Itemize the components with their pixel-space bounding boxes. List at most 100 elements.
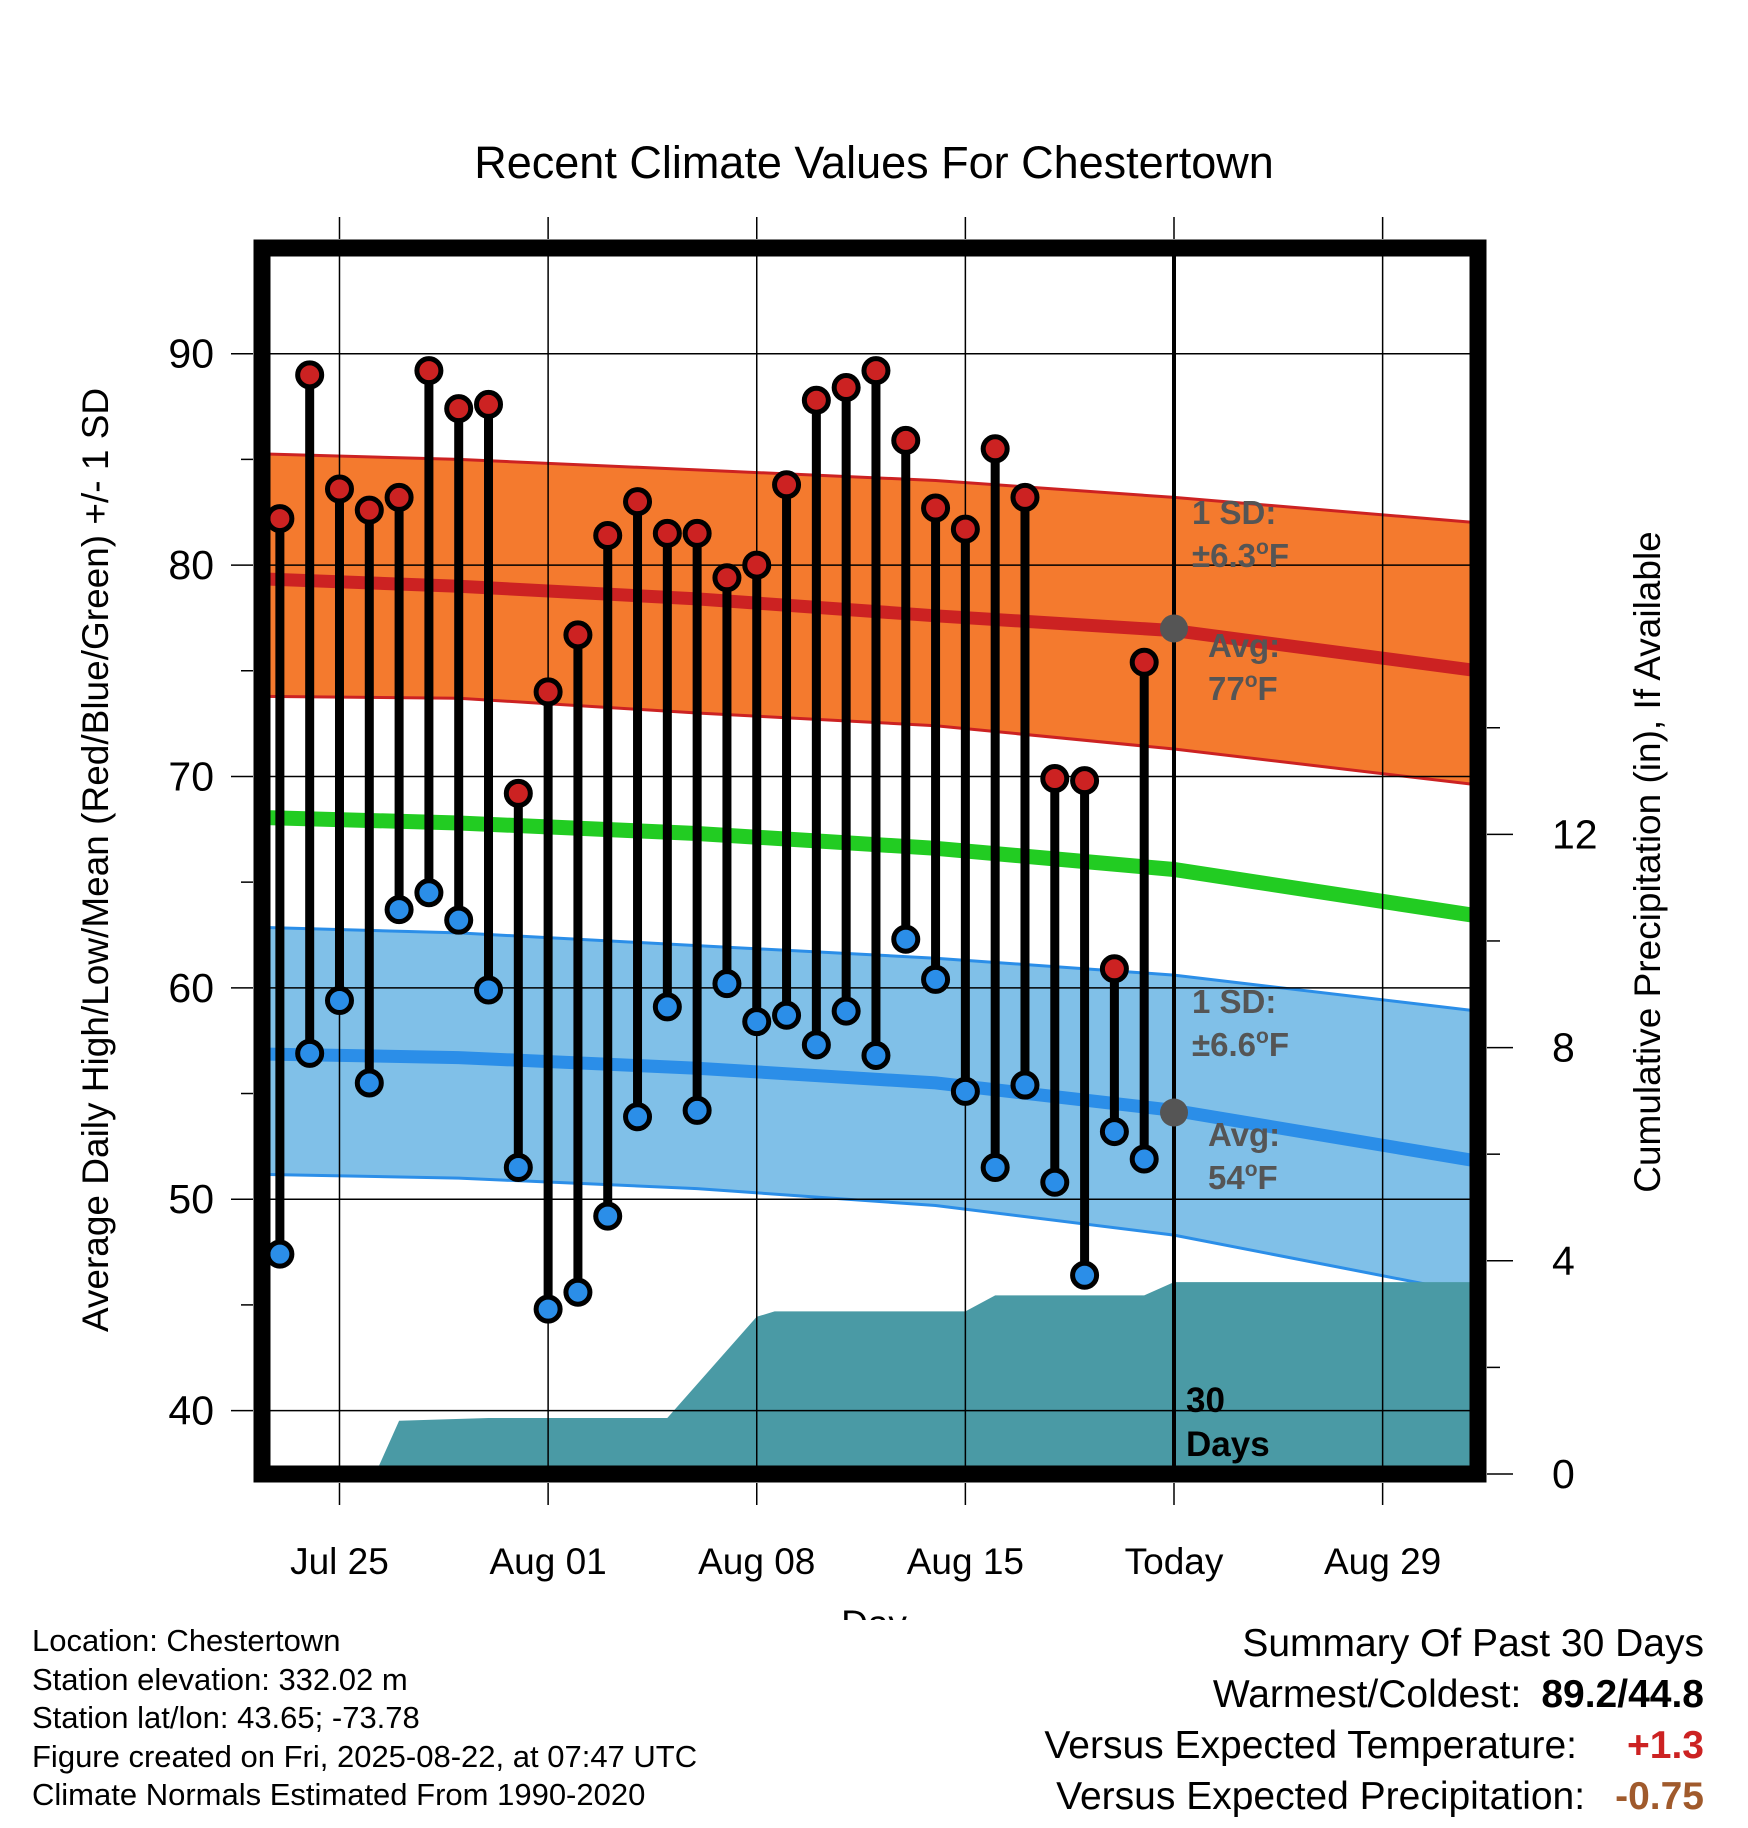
low-temp-point bbox=[1070, 1260, 1100, 1290]
x-tick-label: Jul 25 bbox=[290, 1541, 389, 1582]
summary-panel: Summary Of Past 30 Days Warmest/Coldest:… bbox=[1044, 1618, 1704, 1822]
high-temp-point bbox=[712, 563, 742, 593]
low-temp-point bbox=[265, 1239, 295, 1269]
high-temp-point bbox=[891, 425, 921, 455]
warmest-coldest-row: Warmest/Coldest: 89.2/44.8 bbox=[1044, 1669, 1704, 1720]
low-temp-point bbox=[682, 1095, 712, 1125]
plot-area: 30 Days 1 SD: ±6.3oF Avg: 77oF 1 SD: ±6.6oF Avg:… bbox=[262, 248, 1478, 1474]
precipitation-anomaly-value: -0.75 bbox=[1615, 1775, 1704, 1818]
chart-title: Recent Climate Values For Chestertown bbox=[474, 137, 1274, 188]
high-temp-point bbox=[265, 504, 295, 534]
low-normal-line bbox=[262, 1047, 1478, 1168]
x-axis-label: Day bbox=[841, 1603, 907, 1620]
elevation-text: Station elevation: 332.02 m bbox=[32, 1661, 408, 1697]
y-right-tick-label: 8 bbox=[1552, 1025, 1575, 1071]
high-temp-point bbox=[1010, 482, 1040, 512]
high-temp-point bbox=[533, 677, 563, 707]
low-avg-label: Avg: bbox=[1208, 1116, 1280, 1153]
y-left-tick-label: 80 bbox=[168, 542, 214, 588]
temperature-anomaly-label: Versus Expected Temperature: bbox=[1044, 1724, 1577, 1767]
high-temp-point bbox=[921, 493, 951, 523]
high-temp-point bbox=[295, 360, 325, 390]
high-temp-point bbox=[324, 474, 354, 504]
high-avg-value: 77oF bbox=[1208, 669, 1278, 707]
low-temp-point bbox=[414, 878, 444, 908]
high-avg-label: Avg: bbox=[1208, 627, 1280, 664]
high-temp-point bbox=[1129, 647, 1159, 677]
high-temp-point bbox=[652, 518, 682, 548]
temperature-anomaly-row: Versus Expected Temperature: +1.3 bbox=[1044, 1720, 1704, 1771]
high-temp-point bbox=[772, 470, 802, 500]
low-temp-point bbox=[950, 1076, 980, 1106]
temperature-anomaly-value: +1.3 bbox=[1627, 1724, 1704, 1767]
latlon-text: Station lat/lon: 43.65; -73.78 bbox=[32, 1700, 420, 1735]
low-temp-point bbox=[801, 1030, 831, 1060]
high-temp-point bbox=[831, 373, 861, 403]
low-temp-point bbox=[533, 1294, 563, 1324]
low-temp-point bbox=[593, 1201, 623, 1231]
low-temp-point bbox=[742, 1007, 772, 1037]
y-right-tick-label: 4 bbox=[1552, 1238, 1575, 1284]
high-temp-point bbox=[593, 520, 623, 550]
low-temp-point bbox=[623, 1102, 653, 1132]
low-sd-label: 1 SD: bbox=[1192, 983, 1276, 1020]
warmest-coldest-label: Warmest/Coldest: bbox=[1212, 1673, 1522, 1716]
high-temp-point bbox=[742, 550, 772, 580]
high-temp-point bbox=[563, 620, 593, 650]
y-left-tick-label: 70 bbox=[168, 753, 214, 799]
normals-text: Climate Normals Estimated From 1990-2020 bbox=[32, 1777, 646, 1812]
plot-inner bbox=[262, 248, 1478, 1474]
high-temp-point bbox=[623, 487, 653, 517]
low-temp-point bbox=[980, 1153, 1010, 1182]
high-temp-point bbox=[1070, 766, 1100, 796]
warmest-coldest-value: 89.2/44.8 bbox=[1541, 1673, 1704, 1716]
high-temp-point bbox=[950, 514, 980, 544]
high-temp-point bbox=[1099, 954, 1129, 984]
low-temp-point bbox=[295, 1038, 325, 1068]
low-temp-point bbox=[474, 975, 504, 1005]
x-tick-label: Today bbox=[1125, 1541, 1224, 1582]
high-sd-band bbox=[262, 453, 1478, 785]
y-right-tick-label: 12 bbox=[1552, 811, 1598, 857]
precip-area bbox=[375, 1282, 1478, 1474]
y-left-tick-label: 60 bbox=[168, 965, 214, 1011]
low-temp-point bbox=[1010, 1070, 1040, 1100]
high-temp-point bbox=[384, 482, 414, 512]
low-sd-band-lower-edge bbox=[262, 1172, 1478, 1296]
low-sd-value: ±6.6oF bbox=[1192, 1025, 1289, 1063]
low-temp-point bbox=[861, 1040, 891, 1070]
high-temp-point bbox=[682, 518, 712, 548]
low-temp-point bbox=[652, 992, 682, 1022]
low-temp-point bbox=[503, 1153, 533, 1182]
low-temp-point bbox=[324, 986, 354, 1016]
location-text: Location: Chestertown bbox=[32, 1623, 341, 1658]
low-sd-band bbox=[262, 927, 1478, 1295]
precipitation-anomaly-label: Versus Expected Precipitation: bbox=[1056, 1775, 1586, 1818]
high-temp-point bbox=[474, 389, 504, 419]
low-temp-point bbox=[772, 1000, 802, 1030]
low-temp-point bbox=[1129, 1144, 1159, 1174]
x-tick-label: Aug 15 bbox=[907, 1541, 1024, 1582]
x-tick-label: Aug 29 bbox=[1324, 1541, 1441, 1582]
low-temp-point bbox=[891, 924, 921, 954]
summary-title: Summary Of Past 30 Days bbox=[1242, 1622, 1704, 1665]
high-temp-point bbox=[1040, 764, 1070, 794]
today-days-label: 30 bbox=[1186, 1381, 1225, 1420]
precipitation-anomaly-row: Versus Expected Precipitation: -0.75 bbox=[1044, 1771, 1704, 1822]
high-temp-point bbox=[801, 385, 831, 415]
low-temp-point bbox=[444, 905, 474, 935]
y-left-tick-label: 90 bbox=[168, 331, 214, 377]
observed-days bbox=[265, 356, 1159, 1324]
x-tick-label: Aug 08 bbox=[698, 1541, 815, 1582]
high-temp-point bbox=[444, 394, 474, 424]
high-temp-point bbox=[414, 356, 444, 386]
high-temp-point bbox=[861, 356, 891, 386]
low-temp-point bbox=[563, 1277, 593, 1307]
low-avg-value: 54oF bbox=[1208, 1158, 1278, 1196]
high-temp-point bbox=[980, 434, 1010, 464]
y-axis-left-label: Average Daily High/Low/Mean (Red/Blue/Gr… bbox=[75, 388, 116, 1332]
high-sd-value: ±6.3oF bbox=[1192, 536, 1289, 574]
y-left-tick-label: 50 bbox=[168, 1176, 214, 1222]
created-text: Figure created on Fri, 2025-08-22, at 07… bbox=[32, 1738, 698, 1774]
station-info: Location: Chestertown Station elevation:… bbox=[32, 1622, 697, 1815]
